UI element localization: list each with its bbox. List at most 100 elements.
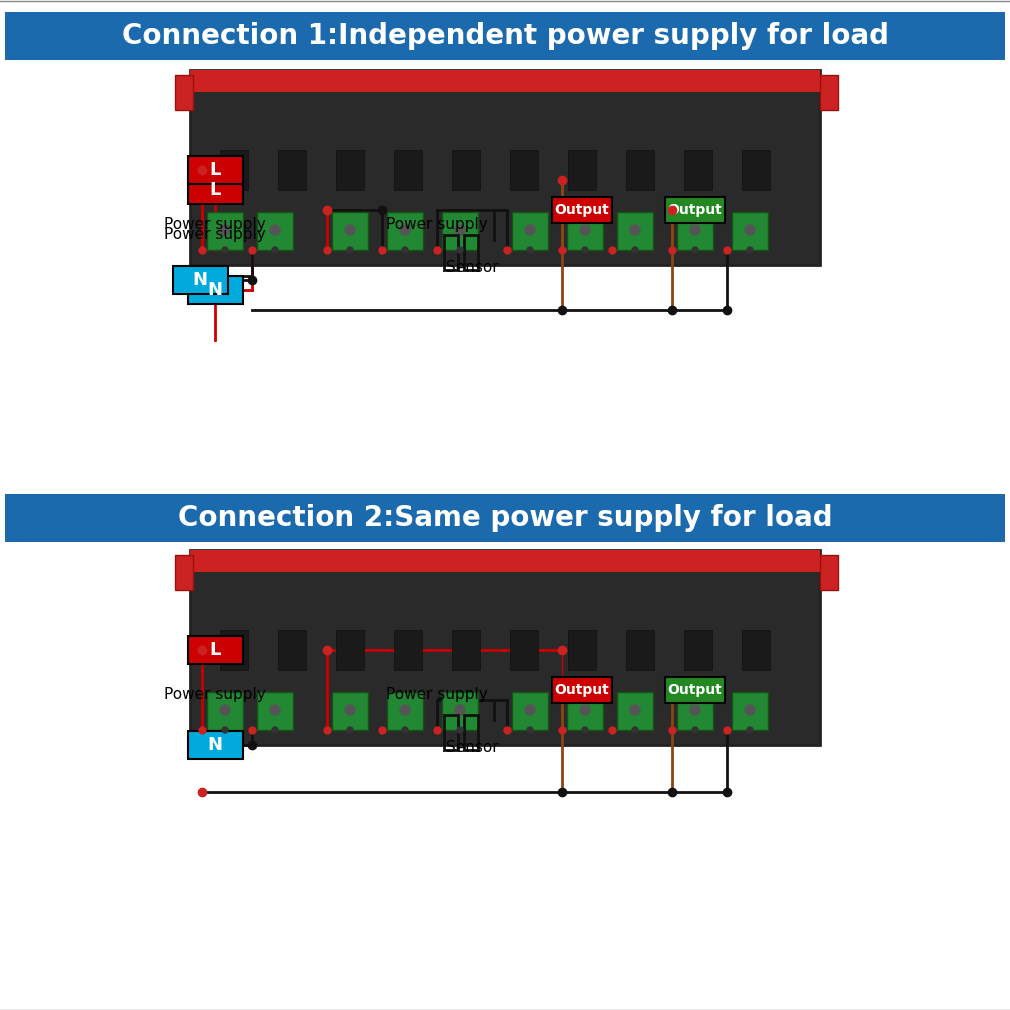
FancyBboxPatch shape bbox=[552, 197, 612, 223]
FancyBboxPatch shape bbox=[510, 630, 538, 670]
FancyBboxPatch shape bbox=[442, 692, 478, 730]
FancyBboxPatch shape bbox=[190, 550, 820, 572]
FancyBboxPatch shape bbox=[207, 212, 243, 250]
Circle shape bbox=[745, 225, 755, 235]
Circle shape bbox=[454, 705, 465, 715]
Text: N: N bbox=[207, 281, 222, 299]
FancyBboxPatch shape bbox=[732, 212, 768, 250]
FancyBboxPatch shape bbox=[442, 212, 478, 250]
FancyBboxPatch shape bbox=[684, 630, 712, 670]
FancyBboxPatch shape bbox=[677, 692, 713, 730]
Circle shape bbox=[270, 705, 280, 715]
Text: Power supply: Power supply bbox=[164, 217, 266, 232]
Text: Sensor: Sensor bbox=[445, 740, 498, 755]
FancyBboxPatch shape bbox=[190, 550, 820, 745]
Circle shape bbox=[347, 727, 354, 733]
Circle shape bbox=[402, 727, 408, 733]
Circle shape bbox=[222, 247, 228, 252]
FancyBboxPatch shape bbox=[190, 70, 820, 92]
FancyBboxPatch shape bbox=[394, 630, 422, 670]
Circle shape bbox=[272, 247, 278, 252]
Circle shape bbox=[692, 727, 698, 733]
FancyBboxPatch shape bbox=[188, 156, 242, 184]
FancyBboxPatch shape bbox=[567, 212, 603, 250]
Circle shape bbox=[580, 705, 590, 715]
FancyBboxPatch shape bbox=[190, 70, 820, 265]
Circle shape bbox=[457, 727, 463, 733]
Text: Power supply: Power supply bbox=[386, 688, 488, 703]
Circle shape bbox=[582, 247, 588, 252]
Circle shape bbox=[272, 727, 278, 733]
Circle shape bbox=[747, 727, 753, 733]
Circle shape bbox=[525, 225, 535, 235]
FancyBboxPatch shape bbox=[567, 692, 603, 730]
Text: L: L bbox=[209, 161, 221, 179]
FancyBboxPatch shape bbox=[510, 150, 538, 190]
Circle shape bbox=[690, 705, 700, 715]
FancyBboxPatch shape bbox=[732, 692, 768, 730]
Text: N: N bbox=[193, 271, 207, 289]
FancyBboxPatch shape bbox=[257, 212, 293, 250]
Text: Power supply: Power supply bbox=[164, 688, 266, 703]
FancyBboxPatch shape bbox=[332, 212, 368, 250]
Circle shape bbox=[220, 225, 230, 235]
FancyBboxPatch shape bbox=[665, 677, 725, 703]
FancyBboxPatch shape bbox=[512, 692, 548, 730]
Circle shape bbox=[580, 225, 590, 235]
Circle shape bbox=[402, 247, 408, 252]
FancyBboxPatch shape bbox=[188, 176, 242, 204]
FancyBboxPatch shape bbox=[220, 630, 248, 670]
FancyBboxPatch shape bbox=[665, 197, 725, 223]
FancyBboxPatch shape bbox=[332, 692, 368, 730]
Circle shape bbox=[454, 225, 465, 235]
FancyBboxPatch shape bbox=[336, 150, 364, 190]
Circle shape bbox=[632, 727, 638, 733]
Text: Connection 1:Independent power supply for load: Connection 1:Independent power supply fo… bbox=[121, 22, 889, 50]
Circle shape bbox=[222, 727, 228, 733]
Circle shape bbox=[220, 705, 230, 715]
Circle shape bbox=[690, 225, 700, 235]
Text: Output: Output bbox=[554, 203, 609, 217]
FancyBboxPatch shape bbox=[568, 150, 596, 190]
FancyBboxPatch shape bbox=[173, 266, 227, 294]
FancyBboxPatch shape bbox=[5, 494, 1005, 542]
Circle shape bbox=[527, 727, 533, 733]
Text: Power supply: Power supply bbox=[386, 217, 488, 232]
FancyBboxPatch shape bbox=[552, 677, 612, 703]
FancyBboxPatch shape bbox=[617, 692, 653, 730]
Text: Power supply: Power supply bbox=[164, 227, 266, 242]
FancyBboxPatch shape bbox=[188, 731, 242, 759]
FancyBboxPatch shape bbox=[626, 150, 654, 190]
Text: N: N bbox=[207, 736, 222, 754]
FancyBboxPatch shape bbox=[684, 150, 712, 190]
FancyBboxPatch shape bbox=[512, 212, 548, 250]
FancyBboxPatch shape bbox=[617, 212, 653, 250]
Circle shape bbox=[525, 705, 535, 715]
Text: Output: Output bbox=[668, 203, 722, 217]
FancyBboxPatch shape bbox=[257, 692, 293, 730]
Circle shape bbox=[400, 225, 410, 235]
Circle shape bbox=[400, 705, 410, 715]
Text: L: L bbox=[209, 641, 221, 659]
Circle shape bbox=[527, 247, 533, 252]
FancyBboxPatch shape bbox=[452, 150, 480, 190]
FancyBboxPatch shape bbox=[742, 150, 770, 190]
Circle shape bbox=[582, 727, 588, 733]
FancyBboxPatch shape bbox=[175, 556, 193, 590]
FancyBboxPatch shape bbox=[5, 12, 1005, 60]
Text: L: L bbox=[209, 181, 221, 199]
Circle shape bbox=[747, 247, 753, 252]
FancyBboxPatch shape bbox=[820, 75, 838, 110]
Circle shape bbox=[692, 247, 698, 252]
FancyBboxPatch shape bbox=[175, 75, 193, 110]
Circle shape bbox=[270, 225, 280, 235]
Circle shape bbox=[745, 705, 755, 715]
FancyBboxPatch shape bbox=[336, 630, 364, 670]
Circle shape bbox=[347, 247, 354, 252]
Circle shape bbox=[632, 247, 638, 252]
Circle shape bbox=[457, 247, 463, 252]
Text: Sensor: Sensor bbox=[445, 260, 498, 275]
Circle shape bbox=[345, 705, 355, 715]
FancyBboxPatch shape bbox=[278, 150, 306, 190]
FancyBboxPatch shape bbox=[387, 692, 423, 730]
